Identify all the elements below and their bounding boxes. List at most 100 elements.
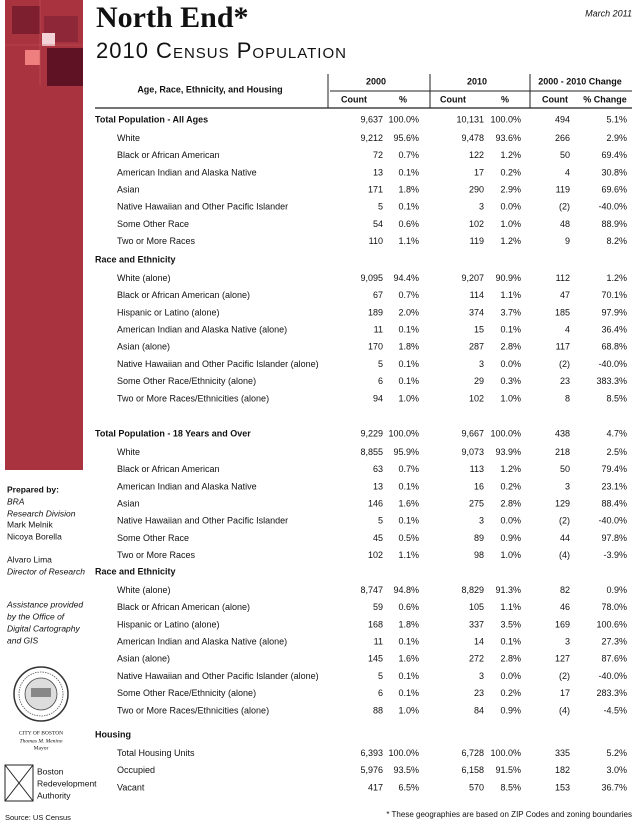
cell: 272 bbox=[469, 654, 484, 664]
cell: 1.0% bbox=[398, 705, 419, 715]
cell: 0.2% bbox=[500, 688, 521, 698]
cell: 2.9% bbox=[500, 184, 521, 194]
cell: 93.6% bbox=[495, 133, 521, 143]
cell: 16 bbox=[474, 481, 484, 491]
cell: 97.8% bbox=[601, 533, 627, 543]
cell: 5 bbox=[378, 516, 383, 526]
cell: 11 bbox=[374, 636, 383, 646]
cell: 102 bbox=[469, 393, 484, 403]
cell: 0.1% bbox=[398, 636, 419, 646]
credit-director-title: Director of Research bbox=[7, 566, 85, 576]
cell: 2.0% bbox=[398, 307, 419, 317]
row-label: Asian bbox=[117, 184, 140, 194]
row-label: Native Hawaiian and Other Pacific Island… bbox=[117, 516, 288, 526]
row-label: Some Other Race bbox=[117, 219, 189, 229]
credit-director: Alvaro Lima bbox=[7, 554, 52, 564]
cell: -3.9% bbox=[603, 550, 627, 560]
cell: 70.1% bbox=[601, 290, 627, 300]
credit-org: Research Division bbox=[7, 508, 76, 518]
cell: 0.1% bbox=[398, 359, 419, 369]
row-label: Two or More Races/Ethnicities (alone) bbox=[117, 393, 269, 403]
credit-assist: by the Office of bbox=[7, 611, 66, 621]
column-group: 2000 bbox=[366, 76, 386, 86]
cell: 5 bbox=[378, 671, 383, 681]
cell: 0.7% bbox=[398, 290, 419, 300]
cell: 5,976 bbox=[360, 765, 383, 775]
cell: 23 bbox=[560, 376, 570, 386]
row-label: Native Hawaiian and Other Pacific Island… bbox=[117, 359, 319, 369]
group-heading: Total Population - 18 Years and Over bbox=[95, 428, 251, 438]
cell: 88.9% bbox=[601, 219, 627, 229]
cell: 17 bbox=[560, 688, 570, 698]
cell: 0.6% bbox=[398, 219, 419, 229]
source: Source: US Census bbox=[5, 813, 71, 822]
cell: 218 bbox=[555, 447, 570, 457]
table-caption: Age, Race, Ethnicity, and Housing bbox=[137, 84, 282, 94]
cell: 1.2% bbox=[500, 464, 521, 474]
cell: 78.0% bbox=[601, 602, 627, 612]
cell: 185 bbox=[555, 307, 570, 317]
cell: 1.8% bbox=[398, 619, 419, 629]
cell: 9,212 bbox=[360, 133, 383, 143]
cell: 145 bbox=[368, 654, 383, 664]
cell: 5 bbox=[378, 202, 383, 212]
cell: 100.0% bbox=[388, 748, 419, 758]
cell: 275 bbox=[469, 498, 484, 508]
credit-org: BRA bbox=[7, 496, 25, 506]
cell: 153 bbox=[555, 782, 570, 792]
cell: 6,158 bbox=[461, 765, 484, 775]
row-label: Vacant bbox=[117, 782, 145, 792]
cell: 1.8% bbox=[398, 184, 419, 194]
credit-assist: and GIS bbox=[7, 635, 39, 645]
cell: 1.0% bbox=[500, 219, 521, 229]
cell: 50 bbox=[560, 150, 570, 160]
cell: 69.4% bbox=[601, 150, 627, 160]
cell: 374 bbox=[469, 307, 484, 317]
cell: 6,728 bbox=[461, 748, 484, 758]
group-heading: Housing bbox=[95, 729, 131, 739]
cell: 3.0% bbox=[606, 765, 627, 775]
cell: 88 bbox=[373, 705, 383, 715]
row-label: White (alone) bbox=[117, 585, 171, 595]
cell: 48 bbox=[560, 219, 570, 229]
cell: 2.9% bbox=[606, 133, 627, 143]
title: North End* bbox=[96, 1, 249, 34]
cell: 2.5% bbox=[606, 447, 627, 457]
cell: 1.0% bbox=[500, 393, 521, 403]
cell: 90.9% bbox=[495, 273, 521, 283]
cell: 89 bbox=[474, 533, 484, 543]
cell: 129 bbox=[555, 498, 570, 508]
cell: (2) bbox=[559, 202, 570, 212]
column-header: % bbox=[399, 94, 407, 104]
cell: 1.2% bbox=[500, 150, 521, 160]
cell: 1.2% bbox=[500, 236, 521, 246]
cell: 182 bbox=[555, 765, 570, 775]
cell: 102 bbox=[469, 219, 484, 229]
cell: 50 bbox=[560, 464, 570, 474]
cell: 8 bbox=[565, 393, 570, 403]
cell: 1.1% bbox=[500, 602, 521, 612]
cell: 9,095 bbox=[360, 273, 383, 283]
cell: 46 bbox=[560, 602, 570, 612]
cell: 6,393 bbox=[360, 748, 383, 758]
cell: 4 bbox=[565, 167, 570, 177]
cell: (4) bbox=[559, 705, 570, 715]
row-label: Two or More Races bbox=[117, 550, 196, 560]
cell: 1.8% bbox=[398, 342, 419, 352]
cell: 3 bbox=[565, 636, 570, 646]
cell: 169 bbox=[555, 619, 570, 629]
cell: 0.1% bbox=[398, 202, 419, 212]
cell: 93.5% bbox=[393, 765, 419, 775]
row-label: Native Hawaiian and Other Pacific Island… bbox=[117, 202, 288, 212]
cell: 93.9% bbox=[495, 447, 521, 457]
cell: 59 bbox=[373, 602, 383, 612]
column-header: Count bbox=[440, 94, 466, 104]
group-heading: Total Population - All Ages bbox=[95, 114, 208, 124]
cell: 4 bbox=[565, 324, 570, 334]
cell: 0.6% bbox=[398, 602, 419, 612]
cell: 5.2% bbox=[606, 748, 627, 758]
credit-heading: Prepared by: bbox=[7, 484, 59, 494]
cell: 100.0% bbox=[388, 114, 419, 124]
